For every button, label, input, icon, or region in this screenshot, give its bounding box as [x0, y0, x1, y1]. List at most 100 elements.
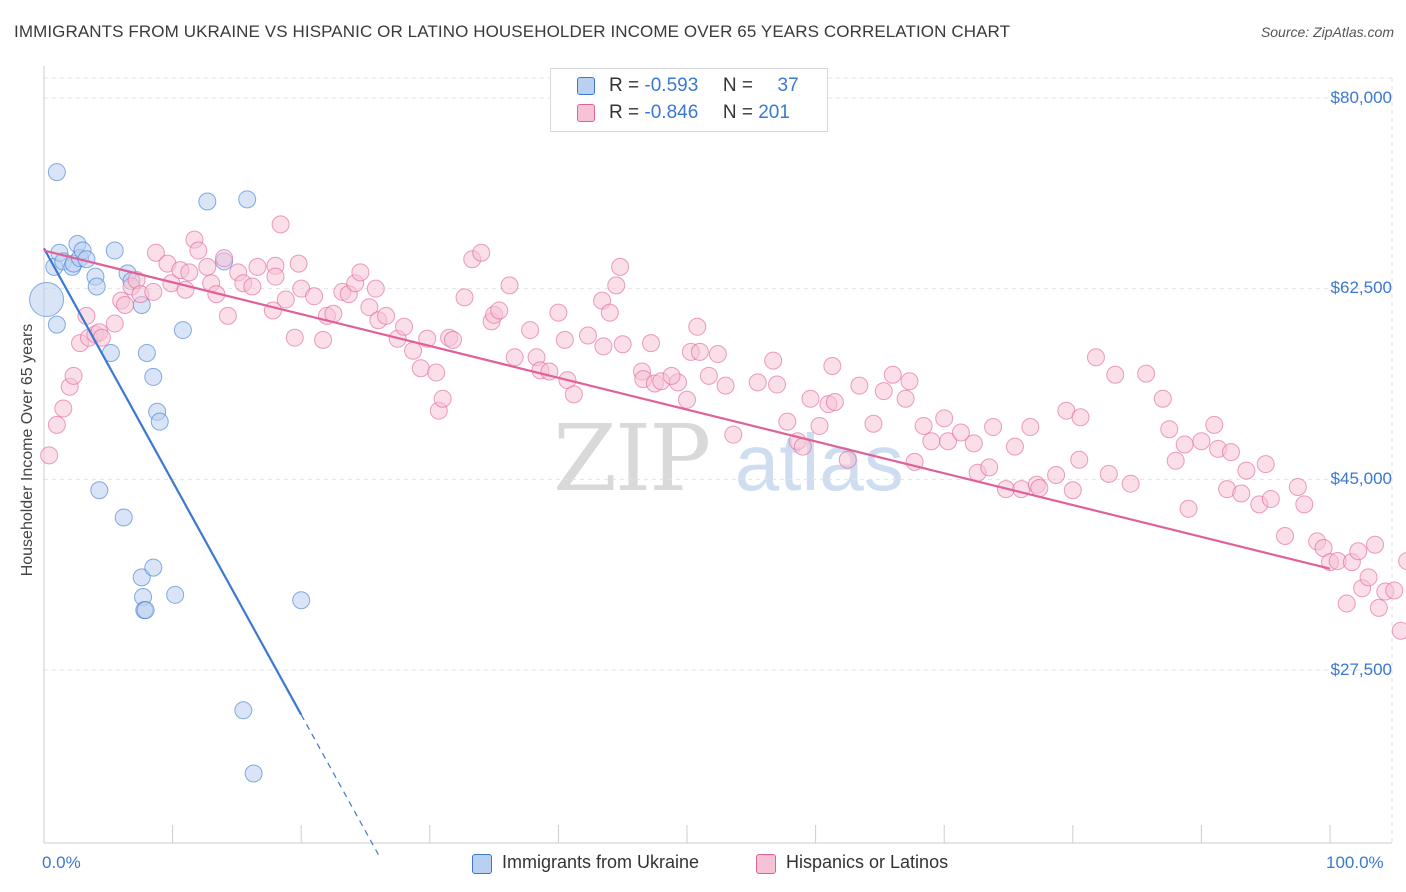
point-hispanic — [874, 382, 893, 401]
point-hispanic — [1256, 455, 1275, 474]
point-hispanic — [1337, 594, 1356, 613]
legend-swatch-blue — [472, 854, 492, 874]
point-hispanic — [40, 446, 59, 465]
point-hispanic — [427, 363, 446, 382]
point-hispanic — [1063, 481, 1082, 500]
point-ukraine — [105, 241, 124, 260]
point-hispanic — [1012, 480, 1031, 499]
point-ukraine — [144, 558, 163, 577]
point-hispanic — [243, 277, 262, 296]
point-hispanic — [662, 366, 681, 385]
point-hispanic — [1237, 461, 1256, 480]
point-hispanic — [964, 434, 983, 453]
point-hispanic — [351, 263, 370, 282]
point-ukraine — [144, 367, 163, 386]
point-hispanic — [360, 298, 379, 317]
legend-label: Immigrants from Ukraine — [502, 852, 700, 872]
point-hispanic — [47, 415, 66, 434]
point-hispanic — [764, 351, 783, 370]
trend-lines — [43, 247, 1331, 855]
point-hispanic — [266, 267, 285, 286]
point-hispanic — [218, 306, 237, 325]
point-hispanic — [1021, 418, 1040, 437]
point-ukraine — [87, 277, 106, 296]
point-hispanic — [105, 314, 124, 333]
point-hispanic — [801, 389, 820, 408]
point-ukraine — [90, 481, 109, 500]
point-hispanic — [748, 373, 767, 392]
point-hispanic — [404, 341, 423, 360]
point-hispanic — [922, 432, 941, 451]
point-hispanic — [1369, 598, 1388, 617]
point-hispanic — [690, 342, 709, 361]
point-ukraine — [292, 591, 311, 610]
point-hispanic — [1047, 465, 1066, 484]
point-hispanic — [980, 458, 999, 477]
legend-text: R = -0.593 N = 37 — [609, 75, 799, 97]
point-hispanic — [1086, 348, 1105, 367]
point-hispanic — [505, 348, 524, 367]
point-hispanic — [215, 249, 234, 268]
trend-line — [43, 247, 303, 716]
point-hispanic — [613, 335, 632, 354]
point-hispanic — [418, 329, 437, 348]
point-ukraine — [114, 508, 133, 527]
point-hispanic — [1106, 365, 1125, 384]
trend-line-extension — [300, 714, 379, 855]
point-hispanic — [1005, 437, 1024, 456]
point-ukraine — [136, 601, 155, 620]
r-value: -0.593 — [644, 75, 699, 96]
point-hispanic — [1121, 474, 1140, 493]
r-label: R = — [609, 102, 640, 123]
point-hispanic — [276, 290, 295, 309]
y-tick-label: $27,500 — [1330, 660, 1392, 679]
point-hispanic — [564, 385, 583, 404]
point-hispanic — [1349, 542, 1368, 561]
point-hispanic — [189, 241, 208, 260]
y-tick-label: $80,000 — [1330, 88, 1392, 107]
point-hispanic — [1192, 432, 1211, 451]
point-hispanic — [1175, 435, 1194, 454]
point-hispanic — [1221, 443, 1240, 462]
point-hispanic — [883, 365, 902, 384]
point-hispanic — [305, 287, 324, 306]
point-ukraine — [47, 163, 66, 182]
point-hispanic — [1070, 450, 1089, 469]
point-hispanic — [641, 334, 660, 353]
point-hispanic — [1385, 581, 1404, 600]
point-hispanic — [716, 376, 735, 395]
point-hispanic — [521, 321, 540, 340]
point-hispanic — [850, 376, 869, 395]
point-hispanic — [146, 243, 165, 262]
point-hispanic — [395, 317, 414, 336]
point-hispanic — [1153, 389, 1172, 408]
point-hispanic — [54, 399, 73, 418]
point-hispanic — [951, 423, 970, 442]
point-hispanic — [549, 303, 568, 322]
legend-swatch-pink — [756, 854, 776, 874]
point-hispanic — [1137, 364, 1156, 383]
point-hispanic — [984, 418, 1003, 437]
y-tick-label: $62,500 — [1330, 278, 1392, 297]
point-hispanic — [271, 215, 290, 234]
point-hispanic — [248, 257, 267, 276]
point-hispanic — [198, 257, 217, 276]
correlation-legend: R = -0.593 N = 37 R = -0.846 N = 201 — [550, 68, 828, 132]
point-hispanic — [1166, 451, 1185, 470]
point-hispanic — [1071, 408, 1090, 427]
trend-line — [43, 249, 1331, 570]
point-ukraine — [132, 568, 151, 587]
point-hispanic — [555, 330, 574, 349]
point-hispanic — [699, 366, 718, 385]
point-hispanic — [490, 301, 509, 320]
legend-swatch-pink — [577, 104, 595, 122]
r-label: R = — [609, 75, 640, 96]
axes — [43, 66, 1392, 844]
point-hispanic — [600, 303, 619, 322]
point-ukraine — [244, 764, 263, 783]
point-ukraine — [47, 315, 66, 334]
point-hispanic — [578, 326, 597, 345]
point-hispanic — [1261, 489, 1280, 508]
point-hispanic — [1099, 464, 1118, 483]
point-hispanic — [366, 279, 385, 298]
